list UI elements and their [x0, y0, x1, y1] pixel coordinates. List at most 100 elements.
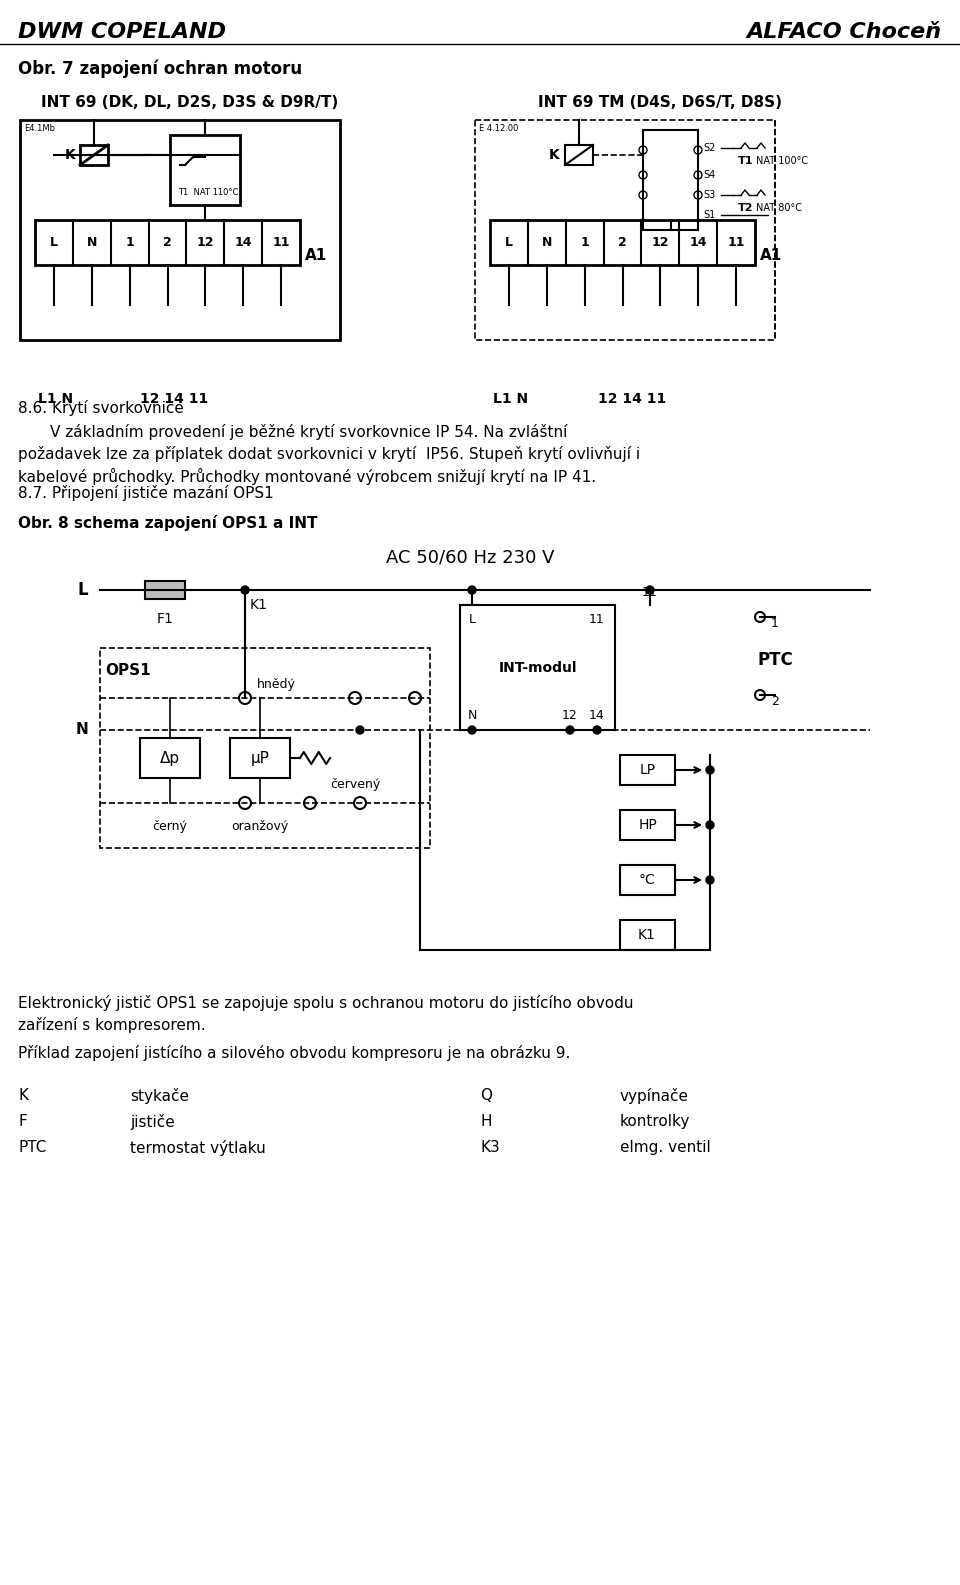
Bar	[140, 739, 200, 778]
Text: L: L	[505, 236, 513, 249]
Text: 11: 11	[273, 236, 290, 249]
Text: 12 14 11: 12 14 11	[140, 391, 208, 406]
Text: 8.6. Krytí svorkovnice: 8.6. Krytí svorkovnice	[18, 399, 184, 415]
Text: L1 N: L1 N	[38, 391, 73, 406]
Text: Obr. 7 zapojení ochran motoru: Obr. 7 zapojení ochran motoru	[18, 60, 302, 79]
Text: Obr. 8 schema zapojení OPS1 a INT: Obr. 8 schema zapojení OPS1 a INT	[18, 515, 318, 531]
Text: kabelové průchodky. Průchodky montované výrobcem snižují krytí na IP 41.: kabelové průchodky. Průchodky montované …	[18, 468, 596, 485]
Bar	[620, 754, 675, 785]
Circle shape	[706, 877, 714, 884]
Text: PTC: PTC	[757, 651, 793, 669]
Text: T1  NAT 110°C: T1 NAT 110°C	[178, 189, 238, 197]
Circle shape	[241, 586, 249, 594]
Text: H: H	[480, 1114, 492, 1129]
Text: K1: K1	[638, 927, 656, 941]
Text: elmg. ventil: elmg. ventil	[620, 1140, 710, 1155]
Text: E 4.12.00: E 4.12.00	[479, 124, 518, 133]
Text: L1 N: L1 N	[493, 391, 528, 406]
Bar	[20, 120, 340, 341]
Text: kontrolky: kontrolky	[620, 1114, 690, 1129]
Text: A1: A1	[760, 247, 782, 263]
Text: N: N	[75, 723, 88, 737]
Text: L: L	[468, 613, 475, 626]
Text: K: K	[64, 147, 75, 162]
Circle shape	[356, 726, 364, 734]
Circle shape	[566, 726, 574, 734]
Circle shape	[468, 586, 476, 594]
Text: 14: 14	[589, 708, 605, 723]
Bar	[100, 648, 430, 848]
Text: Δp: Δp	[160, 751, 180, 766]
Text: OPS1: OPS1	[105, 663, 151, 678]
Text: S1: S1	[703, 209, 715, 220]
Bar	[145, 582, 185, 599]
Text: 1: 1	[125, 236, 134, 249]
Text: 2: 2	[771, 694, 779, 708]
Text: F1: F1	[156, 612, 174, 626]
Bar	[565, 144, 593, 165]
Text: AC 50/60 Hz 230 V: AC 50/60 Hz 230 V	[386, 548, 554, 566]
Text: T1: T1	[738, 155, 754, 166]
Text: K1: K1	[250, 598, 268, 612]
Text: 11: 11	[589, 613, 605, 626]
Text: vypínače: vypínače	[620, 1087, 689, 1105]
Text: INT 69 TM (D4S, D6S/T, D8S): INT 69 TM (D4S, D6S/T, D8S)	[538, 95, 782, 109]
Text: K3: K3	[480, 1140, 500, 1155]
Text: 14: 14	[689, 236, 707, 249]
Text: 2: 2	[618, 236, 627, 249]
Text: Příklad zapojení jistícího a silového obvodu kompresoru je na obrázku 9.: Příklad zapojení jistícího a silového ob…	[18, 1045, 570, 1060]
Text: hnědý: hnědý	[257, 678, 296, 691]
Text: stykače: stykače	[130, 1087, 189, 1105]
Text: INT-modul: INT-modul	[498, 661, 577, 675]
Text: F: F	[18, 1114, 27, 1129]
Text: L: L	[50, 236, 58, 249]
Text: S3: S3	[703, 190, 715, 200]
Text: S2: S2	[703, 143, 715, 154]
Bar	[35, 220, 300, 265]
Text: 14: 14	[234, 236, 252, 249]
Text: K: K	[18, 1087, 28, 1103]
Text: 1: 1	[771, 617, 779, 629]
Text: červený: červený	[330, 778, 380, 791]
Text: INT 69 (DK, DL, D2S, D3S & D9R/T): INT 69 (DK, DL, D2S, D3S & D9R/T)	[41, 95, 339, 109]
Text: S4: S4	[703, 170, 715, 181]
Bar	[643, 130, 698, 230]
Bar	[460, 605, 615, 731]
Bar	[475, 120, 775, 341]
Text: 11: 11	[642, 586, 658, 599]
Text: PTC: PTC	[18, 1140, 46, 1155]
Circle shape	[706, 766, 714, 773]
Circle shape	[593, 726, 601, 734]
Text: 12: 12	[197, 236, 214, 249]
Text: jističe: jističe	[130, 1114, 175, 1130]
Bar	[230, 739, 290, 778]
Text: E4.1Mb: E4.1Mb	[24, 124, 55, 133]
Text: 12: 12	[652, 236, 669, 249]
Text: 2: 2	[163, 236, 172, 249]
Text: zařízení s kompresorem.: zařízení s kompresorem.	[18, 1018, 205, 1033]
Text: V základním provedení je běžné krytí svorkovnice IP 54. Na zvláštní: V základním provedení je běžné krytí svo…	[50, 425, 567, 441]
Text: 1: 1	[580, 236, 589, 249]
Text: μP: μP	[251, 751, 270, 766]
Text: 11: 11	[728, 236, 745, 249]
Circle shape	[646, 586, 654, 594]
Text: HP: HP	[638, 818, 657, 832]
Circle shape	[706, 821, 714, 829]
Text: NAT 100°C: NAT 100°C	[756, 155, 808, 166]
Text: NAT 80°C: NAT 80°C	[756, 203, 802, 212]
Text: L: L	[78, 582, 88, 599]
Text: DWM COPELAND: DWM COPELAND	[18, 22, 227, 41]
Bar	[490, 220, 755, 265]
Text: LP: LP	[639, 762, 656, 777]
Text: 8.7. Připojení jističe mazání OPS1: 8.7. Připojení jističe mazání OPS1	[18, 485, 274, 501]
Text: černý: černý	[153, 819, 187, 834]
Bar	[620, 865, 675, 896]
Text: K: K	[549, 147, 560, 162]
Circle shape	[468, 726, 476, 734]
Text: T2: T2	[738, 203, 754, 212]
Bar	[80, 144, 108, 165]
Text: oranžový: oranžový	[231, 819, 289, 834]
Text: Elektronický jistič OPS1 se zapojuje spolu s ochranou motoru do jistícího obvodu: Elektronický jistič OPS1 se zapojuje spo…	[18, 995, 634, 1011]
Bar	[620, 810, 675, 840]
Text: N: N	[468, 708, 477, 723]
